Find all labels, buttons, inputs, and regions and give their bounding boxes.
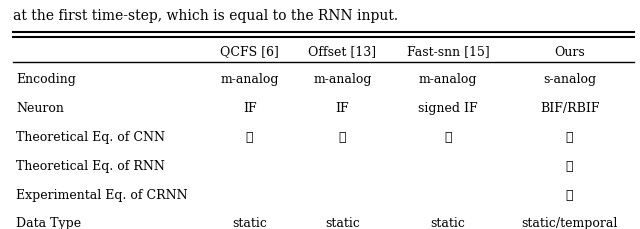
Text: Ours: Ours	[554, 45, 585, 58]
Text: Encoding: Encoding	[16, 73, 76, 86]
Text: Offset [13]: Offset [13]	[308, 45, 376, 58]
Text: at the first time-step, which is equal to the RNN input.: at the first time-step, which is equal t…	[13, 9, 398, 23]
Text: ✓: ✓	[566, 188, 573, 201]
Text: QCFS [6]: QCFS [6]	[220, 45, 279, 58]
Text: IF: IF	[243, 102, 257, 115]
Text: signed IF: signed IF	[418, 102, 478, 115]
Text: static: static	[232, 216, 267, 229]
Text: static: static	[325, 216, 360, 229]
Text: Theoretical Eq. of CNN: Theoretical Eq. of CNN	[16, 130, 165, 143]
Text: ✓: ✓	[339, 130, 346, 143]
Text: ✓: ✓	[566, 130, 573, 143]
Text: Data Type: Data Type	[16, 216, 81, 229]
Text: m-analog: m-analog	[313, 73, 372, 86]
Text: ✓: ✓	[566, 159, 573, 172]
Text: Theoretical Eq. of RNN: Theoretical Eq. of RNN	[16, 159, 165, 172]
Text: Fast-snn [15]: Fast-snn [15]	[406, 45, 490, 58]
Text: IF: IF	[335, 102, 349, 115]
Text: ✓: ✓	[444, 130, 452, 143]
Text: static/temporal: static/temporal	[522, 216, 618, 229]
Text: ✓: ✓	[246, 130, 253, 143]
Text: m-analog: m-analog	[419, 73, 477, 86]
Text: s-analog: s-analog	[543, 73, 596, 86]
Text: Experimental Eq. of CRNN: Experimental Eq. of CRNN	[16, 188, 188, 201]
Text: static: static	[431, 216, 465, 229]
Text: Neuron: Neuron	[16, 102, 64, 115]
Text: m-analog: m-analog	[220, 73, 279, 86]
Text: BIF/RBIF: BIF/RBIF	[540, 102, 599, 115]
